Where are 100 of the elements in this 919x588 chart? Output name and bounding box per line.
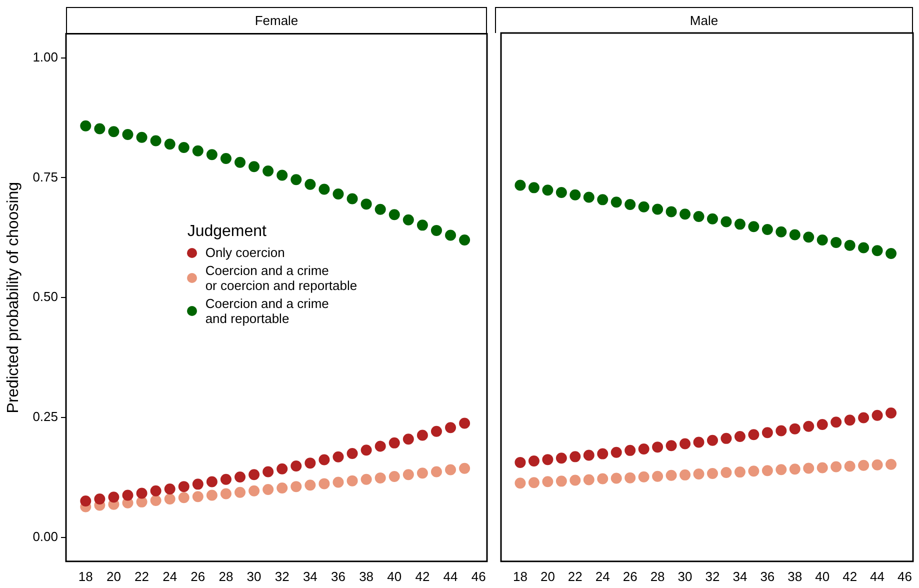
point	[304, 480, 316, 491]
x-tick-label: 44	[443, 568, 458, 584]
point	[556, 452, 567, 464]
point	[830, 236, 842, 248]
y-tick-label: 0.50	[32, 289, 58, 304]
point	[610, 472, 622, 484]
point	[720, 432, 732, 444]
point	[318, 478, 330, 490]
point	[416, 220, 428, 231]
y-tick-label: 0.25	[32, 409, 58, 424]
point	[624, 444, 636, 456]
point	[830, 416, 842, 428]
point	[164, 483, 176, 494]
point	[762, 465, 773, 476]
point	[178, 492, 190, 504]
point	[136, 132, 148, 143]
point	[318, 184, 330, 195]
x-tick-label: 20	[540, 568, 555, 584]
point	[430, 426, 442, 437]
point	[816, 234, 828, 246]
x-tick-label: 42	[415, 568, 430, 584]
legend-label: Coercion and a crime or coercion and reportable	[205, 263, 358, 294]
y-tick-label: 0.75	[32, 169, 58, 184]
point	[290, 460, 302, 472]
point	[346, 475, 358, 486]
point	[514, 456, 526, 468]
point	[693, 436, 704, 448]
point	[248, 469, 260, 480]
point	[290, 174, 302, 186]
point	[803, 232, 814, 243]
point	[276, 463, 288, 474]
point	[262, 484, 274, 495]
point	[844, 460, 856, 472]
point	[597, 448, 608, 460]
point	[388, 471, 400, 482]
point	[80, 495, 92, 506]
point	[416, 430, 428, 441]
point	[136, 488, 148, 499]
point	[816, 462, 828, 474]
point	[445, 230, 456, 241]
point	[528, 477, 540, 488]
x-tick-label: 46	[898, 568, 912, 584]
point	[445, 422, 456, 434]
point	[803, 420, 814, 432]
point	[459, 418, 470, 429]
point	[122, 129, 134, 140]
point	[570, 474, 581, 486]
x-tick-label: 32	[705, 568, 720, 584]
point	[402, 434, 414, 445]
x-tick-label: 36	[331, 568, 346, 584]
point	[164, 138, 176, 150]
x-tick-label: 38	[788, 568, 802, 584]
x-tick-label: 38	[359, 568, 374, 584]
point	[858, 460, 870, 471]
x-tick-label: 34	[302, 568, 318, 584]
y-tick-label: 0.00	[32, 528, 58, 544]
x-tick-label: 46	[471, 568, 486, 584]
point	[762, 224, 773, 235]
point	[318, 454, 330, 466]
point	[886, 407, 897, 418]
point	[304, 458, 316, 469]
point	[652, 442, 664, 453]
point	[388, 209, 400, 220]
point	[528, 456, 540, 467]
point	[556, 186, 567, 198]
point	[402, 469, 414, 480]
point	[248, 485, 260, 496]
point	[150, 485, 162, 496]
x-tick-label: 32	[274, 568, 290, 584]
point	[445, 464, 456, 476]
point	[610, 196, 622, 208]
point	[666, 440, 677, 452]
point	[220, 153, 232, 164]
point	[374, 204, 386, 215]
point	[360, 444, 372, 456]
point	[459, 234, 470, 246]
point	[789, 464, 800, 475]
point	[638, 201, 650, 212]
x-tick-label: 24	[595, 568, 610, 584]
point	[94, 494, 106, 505]
x-tick-label: 28	[218, 568, 234, 584]
point	[666, 470, 677, 481]
point	[416, 468, 428, 479]
point	[858, 242, 870, 254]
x-tick-label: 36	[760, 568, 775, 584]
x-tick-label: 28	[650, 568, 665, 584]
point	[597, 473, 608, 484]
x-tick-label: 18	[512, 568, 528, 584]
point	[332, 188, 344, 200]
point	[720, 467, 732, 478]
x-tick-label: 40	[815, 568, 830, 584]
point	[262, 466, 274, 478]
point	[776, 226, 787, 238]
point	[178, 142, 190, 153]
legend-label: Only coercion	[205, 245, 285, 260]
point	[624, 198, 636, 210]
point	[150, 494, 162, 506]
point	[220, 488, 232, 500]
point	[706, 434, 718, 446]
point	[248, 161, 260, 172]
